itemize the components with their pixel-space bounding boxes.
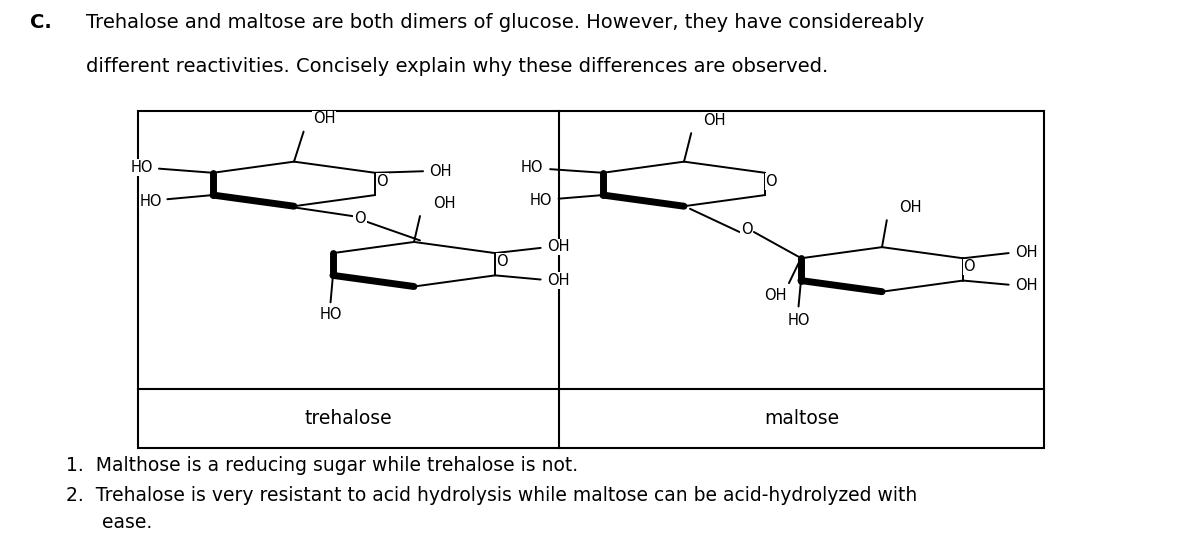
Text: HO: HO — [319, 308, 342, 322]
Text: 1.  Malthose is a reducing sugar while trehalose is not.: 1. Malthose is a reducing sugar while tr… — [66, 456, 578, 475]
Text: different reactivities. Concisely explain why these differences are observed.: different reactivities. Concisely explai… — [86, 57, 829, 76]
Text: maltose: maltose — [764, 409, 839, 428]
Text: trehalose: trehalose — [305, 409, 392, 428]
Text: OH: OH — [1015, 245, 1037, 260]
Text: Trehalose and maltose are both dimers of glucose. However, they have considereab: Trehalose and maltose are both dimers of… — [86, 13, 925, 32]
Text: OH: OH — [899, 200, 922, 215]
Text: HO: HO — [521, 160, 542, 175]
Text: OH: OH — [313, 111, 336, 126]
Text: 2.  Trehalose is very resistant to acid hydrolysis while maltose can be acid-hyd: 2. Trehalose is very resistant to acid h… — [66, 486, 917, 505]
Text: O: O — [740, 222, 752, 237]
Text: HO: HO — [131, 160, 152, 175]
Text: HO: HO — [140, 194, 162, 209]
Text: OH: OH — [433, 196, 456, 211]
Text: OH: OH — [1015, 278, 1037, 293]
Text: O: O — [766, 174, 776, 189]
Text: OH: OH — [703, 113, 726, 128]
Text: O: O — [354, 212, 366, 227]
Text: ease.: ease. — [66, 513, 152, 532]
Text: OH: OH — [547, 239, 569, 254]
Text: O: O — [497, 254, 508, 269]
Text: HO: HO — [530, 193, 552, 208]
Text: OH: OH — [764, 288, 786, 303]
Text: HO: HO — [787, 313, 810, 328]
Text: OH: OH — [547, 273, 569, 288]
Text: OH: OH — [430, 164, 451, 179]
Text: O: O — [377, 174, 388, 189]
Text: FOR: FOR — [280, 134, 920, 405]
Text: O: O — [964, 260, 974, 274]
Bar — [138, 111, 1044, 448]
Text: C.: C. — [30, 13, 52, 32]
